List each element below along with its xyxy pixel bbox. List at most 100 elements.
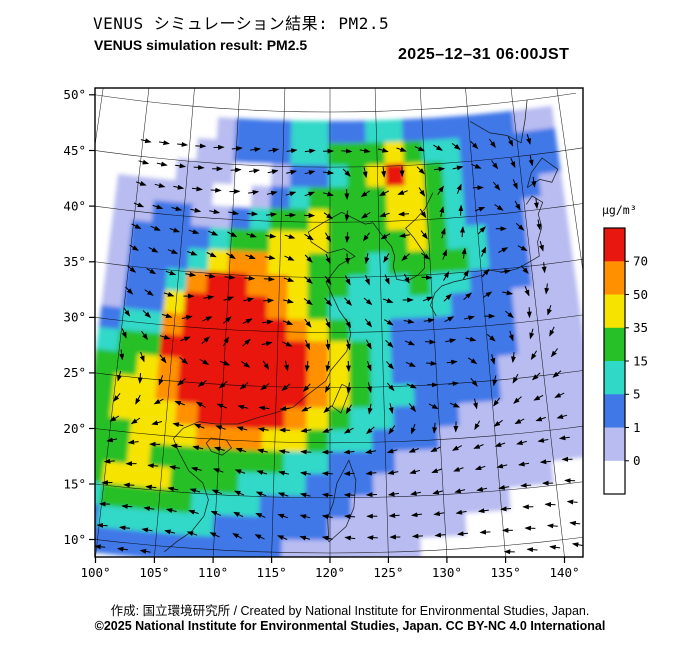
- pm25-cell: [193, 447, 222, 475]
- wind-arrow: [494, 442, 506, 447]
- wind-arrow: [423, 318, 435, 323]
- wind-arrow: [498, 484, 510, 490]
- pm25-cell: [211, 536, 240, 557]
- wind-arrow: [364, 253, 370, 265]
- wind-arrow: [243, 297, 255, 303]
- wind-arrow: [303, 298, 313, 306]
- wind-arrow: [481, 246, 487, 257]
- pm25-cell: [197, 381, 225, 409]
- wind-arrow: [226, 252, 236, 259]
- pm25-cell: [222, 338, 249, 366]
- wind-arrow: [500, 269, 511, 275]
- wind-arrow: [511, 352, 516, 363]
- wind-arrow: [304, 233, 314, 241]
- wind-arrow: [418, 187, 426, 197]
- wind-arrow: [388, 513, 400, 519]
- wind-arrow: [500, 506, 512, 512]
- colorbar-unit-label: µg/m³: [602, 203, 637, 217]
- wind-arrow: [493, 397, 501, 407]
- wind-arrow: [552, 370, 562, 378]
- wind-arrow: [284, 234, 296, 239]
- pm25-cell: [582, 524, 583, 533]
- wind-arrow: [479, 529, 491, 535]
- wind-arrow: [215, 425, 226, 431]
- pm25-cell: [160, 112, 185, 141]
- wind-arrow: [305, 339, 310, 351]
- wind-arrow: [486, 334, 496, 342]
- wind-arrow: [432, 422, 438, 434]
- wind-arrow: [113, 392, 121, 402]
- lat-tick-label: 10°: [63, 532, 86, 547]
- wind-arrow: [380, 233, 391, 240]
- wind-arrow: [539, 459, 551, 465]
- title-japanese: VENUS シミュレーション結果: PM2.5: [93, 14, 390, 33]
- wind-arrow: [201, 336, 210, 345]
- wind-arrow: [344, 514, 356, 520]
- meridian-line: [556, 88, 583, 274]
- pm25-cell: [511, 285, 539, 315]
- wind-arrow: [345, 404, 352, 415]
- pm25-cell: [576, 479, 583, 507]
- map-frame: [94, 87, 584, 558]
- wind-arrow: [117, 370, 122, 382]
- pm25-cell: [420, 117, 444, 145]
- colorbar-band: [604, 327, 625, 362]
- wind-arrow: [284, 360, 289, 372]
- wind-arrow: [491, 160, 499, 170]
- wind-arrow: [304, 191, 315, 197]
- wind-arrow: [367, 403, 373, 415]
- pm25-cell: [552, 280, 580, 310]
- wind-arrow: [261, 341, 273, 347]
- colorbar-tick-label: 15: [633, 353, 648, 368]
- pm25-cell: [114, 173, 141, 203]
- wind-arrow: [387, 470, 399, 475]
- wind-arrow: [321, 514, 333, 520]
- wind-arrow: [197, 379, 207, 387]
- wind-arrow: [277, 513, 288, 519]
- wind-arrow: [531, 372, 541, 381]
- wind-arrow: [321, 471, 333, 477]
- wind-arrow: [237, 404, 249, 410]
- wind-arrow: [304, 360, 310, 372]
- pm25-cell: [197, 115, 222, 144]
- wind-arrow: [119, 525, 131, 531]
- wind-arrow: [285, 191, 297, 197]
- pm25-cell: [383, 119, 407, 147]
- wind-arrow: [218, 380, 228, 389]
- wind-arrow: [164, 529, 175, 535]
- wind-arrow: [346, 382, 352, 394]
- wind-arrow: [386, 382, 395, 392]
- wind-arrow: [424, 339, 436, 345]
- pm25-cell: [179, 335, 207, 364]
- wind-arrow: [403, 273, 410, 284]
- pm25-cell: [199, 359, 227, 387]
- wind-arrow: [344, 210, 350, 222]
- wind-arrow: [384, 274, 390, 285]
- wind-arrow: [147, 463, 159, 469]
- wind-arrow: [396, 147, 407, 152]
- wind-arrow: [191, 186, 203, 192]
- wind-arrow: [507, 136, 514, 147]
- wind-arrow: [342, 168, 351, 177]
- pm25-cell: [242, 361, 269, 389]
- wind-arrow: [222, 336, 229, 347]
- pm25-cell: [392, 383, 419, 411]
- wind-arrow: [268, 147, 280, 153]
- wind-arrow: [510, 157, 516, 169]
- wind-arrow: [285, 212, 297, 218]
- pm25-cell: [123, 108, 148, 137]
- wind-arrow: [437, 185, 444, 195]
- pm25-cell: [328, 120, 351, 148]
- pm25-cell: [454, 357, 482, 386]
- wind-arrow: [123, 307, 131, 317]
- pm25-cell: [549, 436, 579, 466]
- wind-arrow: [277, 492, 289, 498]
- pm25-cell: [104, 439, 133, 468]
- wind-arrow: [141, 527, 153, 533]
- wind-arrow: [386, 361, 394, 370]
- wind-arrow: [492, 375, 498, 387]
- wind-arrow: [206, 252, 217, 258]
- wind-arrow: [325, 318, 331, 329]
- pm25-cell: [103, 261, 131, 290]
- pm25-cell: [215, 448, 244, 476]
